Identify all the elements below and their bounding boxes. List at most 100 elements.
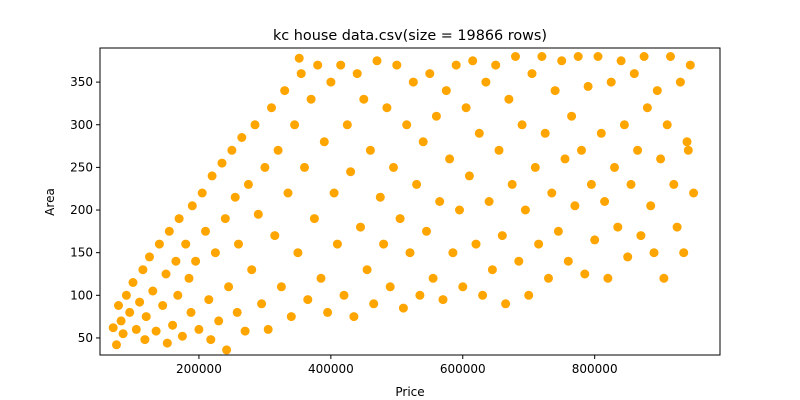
data-point [646,201,656,211]
data-point [517,120,527,130]
data-point [359,94,369,104]
data-point [326,77,336,87]
data-point [154,239,164,249]
data-point [257,299,267,309]
data-point [547,188,557,198]
data-point [263,324,273,334]
data-point [610,162,619,172]
data-point [140,335,150,345]
data-point [619,120,629,130]
data-point [471,239,481,249]
data-point [649,248,659,258]
data-point [626,179,636,189]
data-point [186,307,196,317]
data-point [131,324,141,334]
data-point [164,226,174,236]
data-point [313,60,323,70]
data-point [369,299,379,309]
data-point [356,222,365,232]
data-point [352,69,362,79]
data-point [504,94,514,104]
data-point [606,77,616,87]
data-point [402,120,412,130]
data-point [316,273,326,283]
points-layer [108,52,699,355]
plot-frame [99,47,721,356]
data-point [227,145,237,155]
data-point [323,307,333,317]
data-point [418,137,428,147]
data-point [197,188,207,198]
data-point [537,52,547,61]
data-point [461,103,471,113]
y-tick-label: 250 [70,160,93,174]
data-point [214,316,224,326]
x-axis-ticks: 200000 400000 600000 800000 [176,355,618,376]
data-point [204,295,214,305]
data-point [319,137,329,147]
data-point [237,133,247,142]
y-axis-label: Area [43,188,57,216]
data-point [458,282,468,292]
data-point [563,256,573,266]
data-point [600,197,610,206]
data-point [247,265,257,275]
data-point [210,248,220,258]
data-point [553,226,563,236]
data-point [623,252,633,262]
data-point [148,286,158,296]
data-point [118,329,128,339]
data-point [253,209,263,219]
data-point [339,290,349,300]
data-point [468,56,478,66]
data-point [501,299,511,309]
data-point [451,60,461,70]
y-tick-label: 300 [70,118,93,132]
y-tick-label: 200 [70,203,93,217]
data-point [659,273,669,283]
data-point [206,335,216,345]
data-point [596,128,606,138]
data-point [300,162,309,172]
data-point [290,120,300,130]
data-point [445,154,455,164]
data-point [303,295,313,305]
data-point [332,239,342,249]
data-point [431,111,441,121]
data-point [114,301,123,310]
data-point [683,145,693,155]
data-point [567,111,577,121]
data-point [145,252,154,262]
data-point [491,60,501,70]
data-point [448,248,458,258]
data-point [309,214,319,224]
data-point [207,171,217,181]
data-point [408,77,418,87]
data-point [273,145,283,155]
data-point [481,77,491,87]
data-point [412,179,422,189]
data-point [560,154,570,164]
chart-title: kc house data.csv(size = 19866 rows) [273,28,547,44]
data-point [577,145,586,155]
data-point [395,214,405,224]
data-point [544,273,553,283]
data-point [270,231,280,241]
data-point [174,214,184,224]
data-point [527,69,537,79]
data-point [362,265,372,275]
data-point [191,256,201,266]
data-point [590,235,600,245]
data-point [425,69,435,79]
data-point [666,52,675,61]
data-point [224,282,234,292]
data-point [435,197,445,206]
data-point [161,269,171,279]
data-point [685,60,695,70]
x-axis-label: Price [395,385,424,399]
data-point [372,56,382,66]
data-point [232,307,242,317]
y-tick-label: 350 [70,75,93,89]
data-point [405,248,415,258]
data-point [689,188,699,198]
